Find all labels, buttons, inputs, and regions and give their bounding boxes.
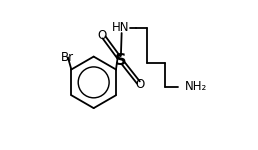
Text: O: O — [135, 78, 145, 91]
Text: HN: HN — [112, 21, 130, 34]
Text: O: O — [98, 29, 107, 42]
Text: NH₂: NH₂ — [185, 80, 207, 93]
Text: Br: Br — [61, 51, 74, 64]
Text: S: S — [115, 53, 127, 68]
